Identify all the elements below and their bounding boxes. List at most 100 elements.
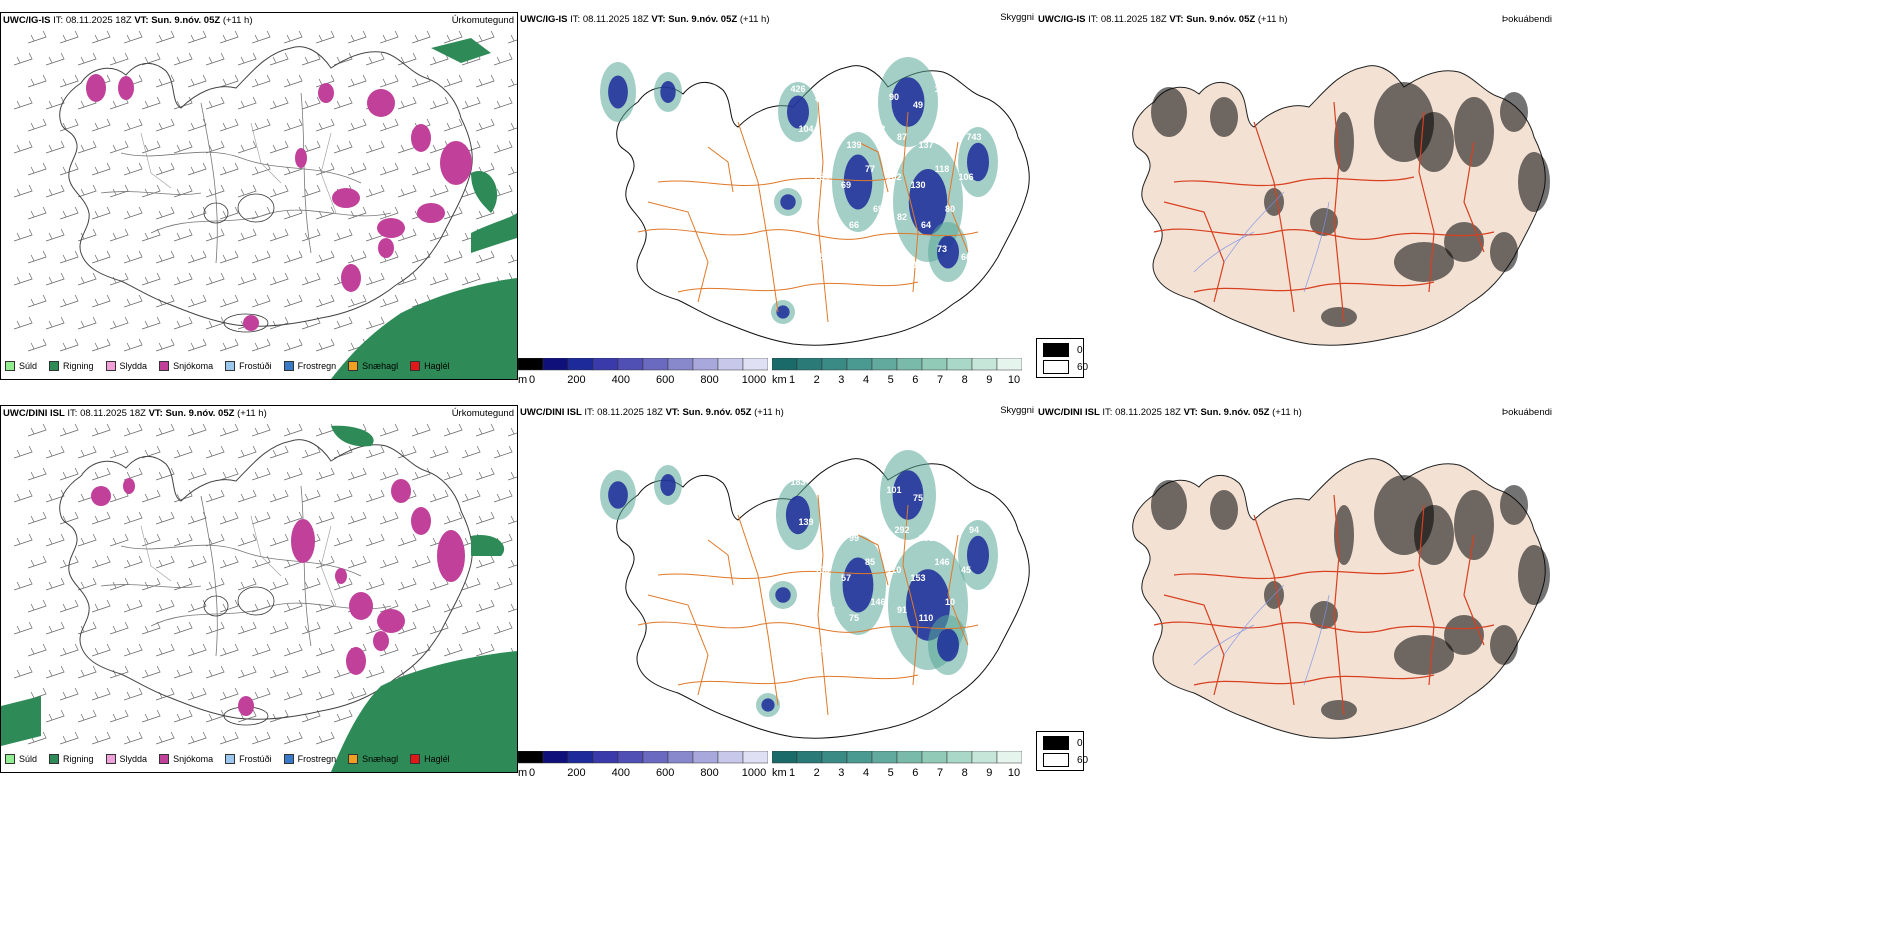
legend-item-rigning: Rigning	[49, 361, 94, 371]
visibility-value-label: 139	[846, 140, 861, 150]
legend-item-súld: Súld	[5, 361, 37, 371]
snow-area	[440, 141, 472, 185]
visibility-value-label: 91	[897, 605, 907, 615]
low-cloud-area	[608, 75, 628, 109]
fog-legend-low-swatch	[1043, 753, 1069, 767]
snow-area	[91, 486, 111, 506]
colorbar-tick-label: 2	[813, 767, 820, 779]
legend-swatch	[49, 361, 60, 371]
visibility-value-label: 126	[934, 84, 949, 94]
colorbar-segment	[717, 751, 744, 764]
colorbar-tick-label: 2	[813, 374, 820, 386]
visibility-value-label: 292	[894, 525, 909, 535]
snow-area	[378, 238, 394, 258]
panel-title: Skyggni	[1000, 405, 1034, 416]
visibility-value-label: 99	[849, 533, 859, 543]
snow-area	[346, 647, 366, 675]
legend-swatch	[105, 754, 116, 764]
legend-swatch	[225, 361, 236, 371]
fog-area	[1490, 625, 1518, 665]
legend-label: Súld	[19, 754, 38, 764]
panel-header: UWC/DINI ISL IT: 08.11.2025 18Z VT: Sun.…	[1038, 407, 1302, 418]
low-cloud-area	[937, 235, 959, 269]
colorbar-tick-label: 3	[838, 374, 845, 386]
rain-area	[431, 38, 491, 63]
snow-area	[318, 83, 334, 103]
rain-area	[1, 696, 41, 746]
colorbar-segment	[518, 358, 544, 371]
low-cloud-area	[776, 305, 790, 319]
fog-area	[1414, 112, 1454, 172]
colorbar-tick-label: 4	[862, 374, 870, 386]
visibility-value-label: 67	[969, 212, 979, 222]
colorbar-tick-label: 6	[912, 374, 919, 386]
colorbar-segment	[592, 358, 619, 371]
colorbar-segment	[971, 358, 998, 371]
precip-type-panel-top: UWC/IG-IS IT: 08.11.2025 18Z VT: Sun. 9.…	[0, 12, 518, 380]
legend-label: Frostúði	[239, 754, 272, 764]
iceland-map-fog-bottom	[1036, 405, 1550, 745]
fog-area	[1151, 87, 1187, 137]
legend-swatch	[225, 754, 236, 764]
visibility-value-label: 73	[937, 244, 947, 254]
visibility-value-label: 110	[919, 613, 934, 623]
visibility-colorbar: km 1 2 3 4 5 6 7 8 9 10	[772, 751, 1022, 781]
low-cloud-area	[967, 142, 989, 182]
fog-legend-low: 60	[1077, 754, 1089, 766]
visibility-value-label: 57	[841, 573, 851, 583]
visibility-value-label: 49	[913, 100, 923, 110]
colorbar-segment	[871, 358, 898, 371]
precip-type-panel-bottom: UWC/DINI ISL IT: 08.11.2025 18Z VT: Sun.…	[0, 405, 518, 773]
visibility-value-label: 10	[913, 260, 923, 270]
snow-area	[238, 696, 254, 716]
visibility-value-label: 133	[814, 92, 829, 102]
iceland-map-cloud-top: 426 133 88 199 90 49 126 155 104 110 139 112 87 137 14…	[600, 57, 1038, 352]
low-cloud-area	[892, 470, 924, 520]
fog-legend-low-swatch	[1043, 360, 1069, 374]
visibility-value-label: 743	[966, 132, 981, 142]
legend-label: Slydda	[119, 754, 148, 764]
low-cloud-area	[608, 481, 628, 509]
legend-label: Haglél	[424, 361, 450, 371]
snow-area	[367, 89, 395, 117]
colorbar-unit: m	[518, 374, 528, 386]
visibility-value-label: 103	[886, 252, 901, 262]
colorbar-segment	[772, 358, 798, 371]
visibility-value-label: 116	[871, 517, 886, 527]
visibility-value-label: 199	[862, 84, 877, 94]
colorbar-unit: km	[772, 374, 787, 386]
legend-label: Snæhagl	[362, 754, 399, 764]
low-cloud-area	[775, 587, 791, 603]
legend-swatch	[283, 754, 294, 764]
legend-item-súld: Súld	[5, 754, 37, 764]
snow-area	[377, 218, 405, 238]
visibility-value-label: 108	[814, 565, 829, 575]
low-cloud-area	[843, 154, 873, 210]
visibility-value-label: 91	[825, 212, 835, 222]
legend-swatch	[159, 754, 170, 764]
visibility-value-label: 139	[798, 517, 813, 527]
visibility-value-label: 63	[793, 244, 803, 254]
low-cloud-area	[660, 474, 676, 496]
visibility-value-label: 85	[793, 164, 803, 174]
fog-indicator-panel-top: UWC/IG-IS IT: 08.11.2025 18Z VT: Sun. 9.…	[1036, 12, 1558, 380]
colorbar-segment	[921, 358, 948, 371]
colorbar-segment	[642, 751, 669, 764]
colorbar-segment	[692, 751, 719, 764]
visibility-value-label: 84	[801, 597, 811, 607]
visibility-value-label: 64	[921, 220, 931, 230]
fog-legend-high: 0	[1077, 737, 1083, 749]
colorbar-segment	[821, 751, 848, 764]
iceland-map-fog-top	[1036, 12, 1550, 352]
snow-area	[391, 479, 411, 503]
colorbar-segment	[692, 358, 719, 371]
fog-legend: 0 60	[1036, 731, 1088, 771]
colorbar-tick-label: 10	[1007, 767, 1021, 779]
low-cloud-area	[967, 535, 989, 575]
precip-legend: Súld Rigning Slydda Snjókoma Frostúði Frostre…	[5, 361, 450, 371]
cloud-base-colorbar: m 0 200 400 600 800 1000	[518, 751, 768, 781]
colorbar-segment	[567, 751, 594, 764]
colorbar-segment	[921, 751, 948, 764]
snow-area	[417, 203, 445, 223]
colorbar-segment	[592, 751, 619, 764]
